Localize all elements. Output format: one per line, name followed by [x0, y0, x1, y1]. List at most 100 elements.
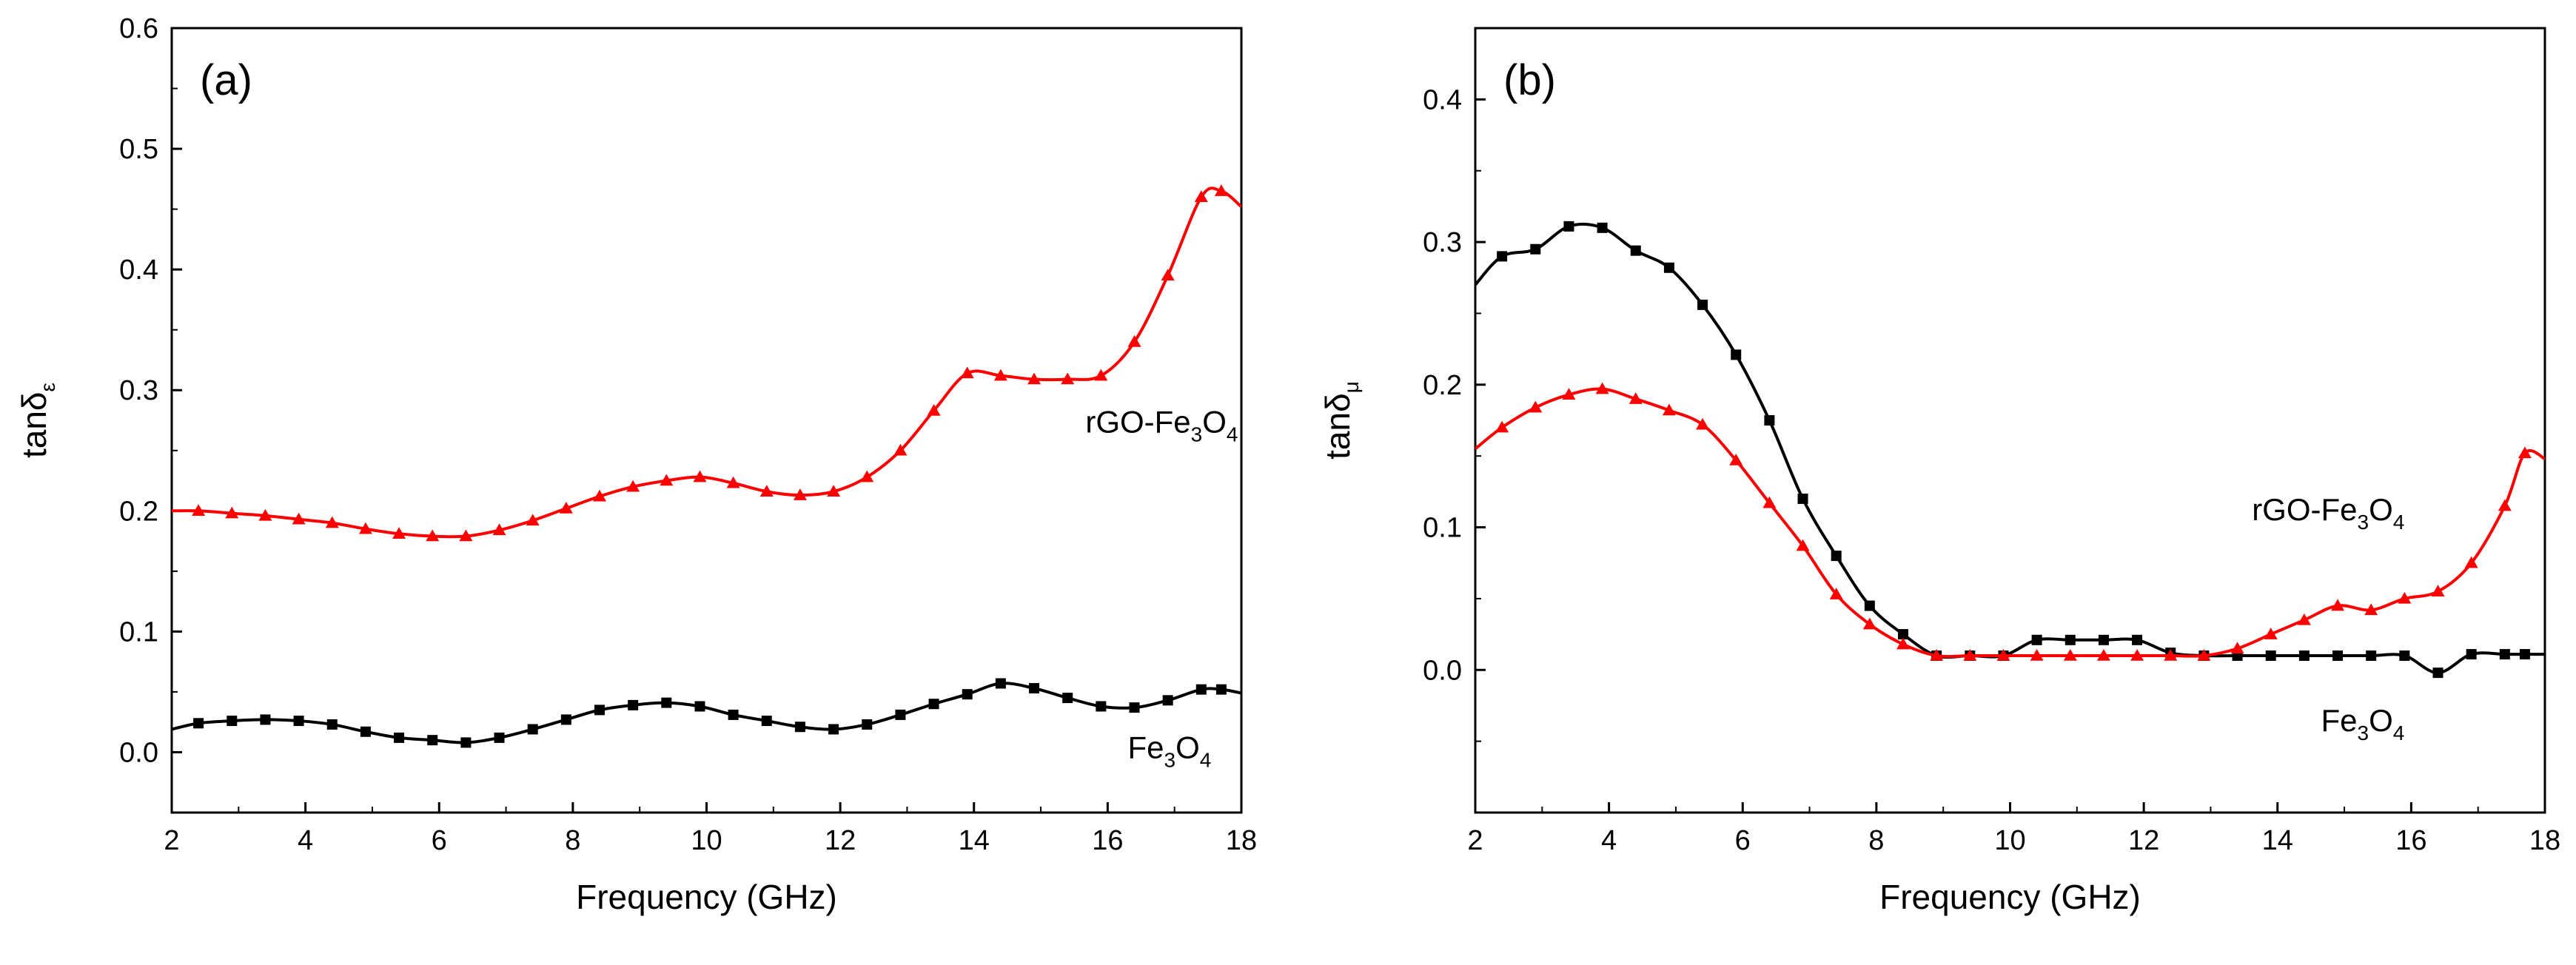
panel-a-series-fe3o4-point: [761, 716, 772, 727]
panel-b-series-rgo-fe3o4-point: [1729, 453, 1743, 465]
panel-b-series-rgo-fe3o4-point: [2264, 628, 2278, 639]
panel-a-series-fe3o4-point: [628, 699, 639, 710]
panel-b-x-tick-label: 8: [1868, 825, 1884, 856]
panel-a-series-fe3o4-point: [460, 737, 472, 748]
annotation-sub: 3: [2358, 511, 2369, 534]
panel-b-series-rgo-fe3o4-point: [1629, 392, 1643, 404]
panel-a-series-fe3o4-point: [1096, 701, 1107, 712]
panel-a-series-fe3o4-point: [1162, 695, 1173, 706]
panel-b-label: (b): [1503, 56, 1556, 104]
panel-b-series-fe3o4-point: [1731, 349, 1742, 360]
panel-a-series-fe3o4-point: [260, 714, 271, 725]
panel-a: 2 4 6 8 10 12 14 16 18 0.0 0.1 0.2 0.3 0.4 0.5 0.6 Frequ…: [15, 13, 1257, 916]
annotation-sub: 4: [1227, 423, 1238, 445]
panel-a-series-rgo-fe3o4-point: [1127, 335, 1141, 347]
panel-a-series-fe3o4-point: [895, 709, 906, 720]
panel-b-x-tick-label: 12: [2128, 825, 2159, 856]
panel-b-series-fe3o4-point: [2098, 634, 2109, 645]
annotation-sub: 3: [1191, 423, 1203, 445]
panel-b-series-rgo-fe3o4-point: [1696, 417, 1710, 430]
panel-b-series-fe3o4-point: [1797, 494, 1808, 504]
panel-a-series-fe3o4-point: [494, 732, 505, 743]
panel-a-series-rgo-fe3o4-point: [726, 476, 740, 488]
panel-b-series-rgo-fe3o4-point: [2464, 556, 2478, 568]
panel-a-series-rgo-fe3o4-line: [172, 186, 1241, 539]
panel-b-series-rgo-fe3o4-point: [1495, 420, 1509, 433]
panel-b-series-rgo-fe3o4-point: [1595, 382, 1609, 394]
panel-a-x-tick-label: 16: [1092, 825, 1123, 856]
panel-b-series-rgo-fe3o4-point: [1829, 588, 1843, 599]
panel-a-plot-frame: [170, 27, 1243, 814]
panel-b-series-fe3o4-point: [2265, 650, 2276, 661]
panel-a-series-fe3o4-point: [326, 719, 338, 730]
panel-a-series-fe3o4-point: [794, 722, 805, 733]
panel-a-series-rgo-fe3o4-point: [793, 488, 807, 500]
panel-b-series-fe3o4-point: [1831, 551, 1842, 562]
panel-a-series-rgo-fe3o4-point: [492, 523, 506, 536]
panel-a-y-tick-label: 0.6: [119, 13, 158, 44]
panel-b-series-rgo-fe3o4-point: [1930, 649, 1944, 661]
panel-a-series-fe3o4-point: [862, 719, 873, 730]
panel-b-annotation-fe3o4: Fe3O4: [2321, 703, 2405, 744]
panel-b-series-rgo-fe3o4-point: [2398, 591, 2412, 604]
annotation-mid: O: [1202, 404, 1227, 439]
panel-b-y-tick-label: 0.1: [1423, 513, 1462, 544]
annotation-sub: 3: [2358, 722, 2369, 744]
panel-b-series-fe3o4-point: [2519, 649, 2530, 660]
panel-a-series-rgo-fe3o4-point: [626, 480, 640, 492]
annotation-base: rGO-Fe: [1085, 404, 1190, 439]
panel-b-y-axis-title: tanδμ: [1318, 381, 1363, 460]
panel-a-series-rgo-fe3o4-point: [660, 474, 674, 486]
panel-a-series-rgo-fe3o4-point: [559, 502, 573, 514]
panel-b-series-fe3o4-point: [2499, 649, 2510, 660]
panel-b-x-tick-label: 16: [2395, 825, 2426, 856]
panel-a-series-rgo-fe3o4-point: [759, 485, 774, 497]
panel-b-x-tick-label: 6: [1735, 825, 1751, 856]
panel-b-series-rgo-fe3o4-point: [2331, 599, 2345, 611]
panel-a-y-tick-label: 0.3: [119, 375, 158, 406]
panel-a-series-rgo-fe3o4-point: [1094, 369, 1108, 381]
panel-a-x-tick-label: 14: [959, 825, 990, 856]
panel-a-series-fe3o4-point: [527, 724, 538, 735]
panel-b-series-fe3o4-point: [2031, 634, 2042, 645]
panel-b-series-rgo-fe3o4-point: [2030, 649, 2044, 661]
panel-b-y-tick-label: 0.4: [1423, 84, 1462, 115]
panel-b-y-tick-label: 0.3: [1423, 227, 1462, 258]
panel-a-annotation-fe3o4: Fe3O4: [1128, 730, 1212, 772]
panel-b-x-tick-label: 4: [1601, 825, 1617, 856]
panel-b-series-fe3o4-point: [1898, 629, 1908, 640]
panel-a-series-rgo-fe3o4-point: [1061, 372, 1075, 385]
panel-b-series-fe3o4-point: [2366, 650, 2377, 661]
panel-a-series-rgo-fe3o4-point: [693, 470, 707, 482]
panel-a-series-rgo-fe3o4-point: [927, 403, 941, 416]
annotation-sub: 3: [1164, 749, 1176, 772]
panel-b-y-tick-label: 0.0: [1423, 655, 1462, 686]
panel-b-series-fe3o4-point: [1530, 243, 1541, 255]
panel-a-y-axis-title: tanδε: [15, 383, 59, 458]
panel-a-series-fe3o4-point: [694, 701, 705, 712]
panel-b-series-fe3o4-point: [1630, 245, 1641, 256]
panel-a-series-rgo-fe3o4-point: [1161, 269, 1175, 281]
panel-b-series-fe3o4-point: [2432, 668, 2443, 679]
panel-a-series-fe3o4-point: [1062, 693, 1073, 704]
panel-b-series-rgo-fe3o4-point: [1862, 617, 1876, 630]
panel-a-x-tick-label: 12: [825, 825, 856, 856]
panel-a-series-fe3o4-line: [172, 682, 1241, 744]
panel-b-series-rgo-fe3o4-point: [2230, 642, 2244, 654]
panel-b-series-fe3o4-point: [2332, 650, 2344, 661]
panel-a-series-fe3o4-point: [293, 716, 304, 727]
panel-b-series-rgo-fe3o4-point: [1963, 649, 1977, 661]
panel-a-series-rgo-fe3o4-point: [1027, 372, 1042, 385]
panel-a-x-axis-title: Frequency (GHz): [576, 878, 837, 916]
panel-b-series-fe3o4-point: [1497, 251, 1508, 262]
panel-a-series-rgo-fe3o4-point: [392, 527, 406, 539]
annotation-mid: O: [2369, 492, 2393, 527]
panel-b-series-fe3o4-point: [2399, 650, 2410, 661]
annotation-base: Fe: [1128, 730, 1164, 765]
panel-a-y-tick-label: 0.1: [119, 616, 158, 648]
panel-a-x-tick-label: 10: [691, 825, 722, 856]
panel-b-series-rgo-fe3o4-line: [1475, 387, 2545, 659]
panel-b-series-fe3o4-point: [1764, 415, 1775, 426]
annotation-sub: 4: [2393, 511, 2405, 534]
